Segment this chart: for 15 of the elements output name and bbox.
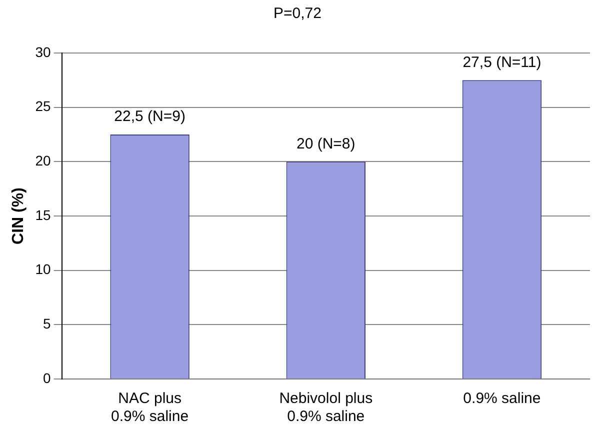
y-tick-label: 30 <box>35 44 51 60</box>
y-tick-label: 10 <box>35 261 51 278</box>
x-tick-label: 0.9% saline <box>463 390 541 408</box>
y-axis-title: CIN (%) <box>10 188 28 244</box>
data-label: 20 (N=8) <box>296 135 356 152</box>
x-tick-label: NAC plus 0.9% saline <box>111 390 189 426</box>
y-tick-label: 25 <box>35 98 51 114</box>
y-tick-label: 20 <box>35 152 51 169</box>
y-tick-label: 0 <box>42 370 51 386</box>
data-label: 22,5 (N=9) <box>114 108 186 126</box>
y-tick-label: 5 <box>42 316 51 332</box>
x-tick-label: Nebivolol plus 0.9% saline <box>279 390 373 426</box>
data-label: 27,5 (N=11) <box>462 54 542 71</box>
y-tick-label: 15 <box>35 206 51 223</box>
chart-title: P=0,72 <box>274 5 322 22</box>
